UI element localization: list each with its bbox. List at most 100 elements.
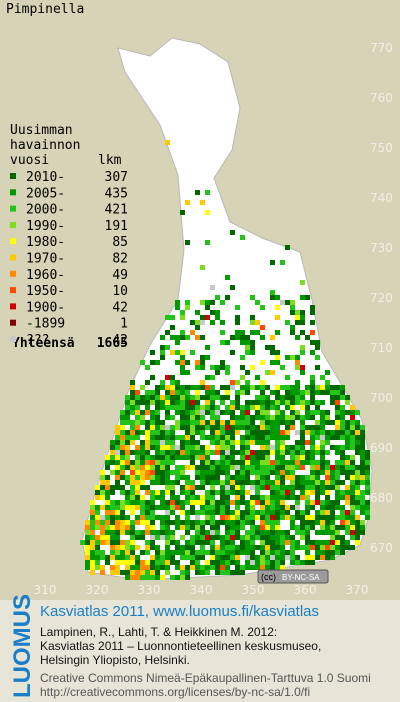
observation-square [265, 370, 270, 375]
legend-swatch [10, 336, 16, 342]
observation-square [170, 555, 175, 560]
observation-square [190, 485, 195, 490]
observation-square [280, 470, 285, 475]
observation-square [205, 470, 210, 475]
observation-square [185, 300, 190, 305]
observation-square [165, 405, 170, 410]
observation-square [325, 550, 330, 555]
observation-square [165, 415, 170, 420]
observation-square [150, 410, 155, 415]
observation-square [315, 465, 320, 470]
observation-square [120, 505, 125, 510]
observation-square [290, 425, 295, 430]
observation-square [300, 440, 305, 445]
observation-square [315, 480, 320, 485]
observation-square [160, 395, 165, 400]
observation-square [200, 405, 205, 410]
observation-square [80, 540, 85, 545]
observation-square [100, 535, 105, 540]
observation-square [310, 540, 315, 545]
observation-square [90, 500, 95, 505]
observation-square [280, 555, 285, 560]
footer-link[interactable]: Kasviatlas 2011, www.luomus.fi/kasviatla… [40, 603, 319, 620]
observation-square [215, 445, 220, 450]
observation-square [150, 495, 155, 500]
observation-square [230, 415, 235, 420]
observation-square [335, 535, 340, 540]
observation-square [255, 385, 260, 390]
observation-square [290, 355, 295, 360]
observation-square [280, 410, 285, 415]
observation-square [135, 495, 140, 500]
observation-square [260, 445, 265, 450]
observation-square [270, 390, 275, 395]
observation-square [345, 485, 350, 490]
observation-square [240, 385, 245, 390]
observation-square [360, 450, 365, 455]
observation-square [275, 530, 280, 535]
observation-square [235, 545, 240, 550]
observation-square [255, 400, 260, 405]
observation-square [195, 325, 200, 330]
observation-square [275, 385, 280, 390]
observation-square [355, 470, 360, 475]
observation-square [125, 530, 130, 535]
observation-square [170, 375, 175, 380]
observation-square [290, 495, 295, 500]
observation-square [275, 560, 280, 565]
observation-square [275, 565, 280, 570]
observation-square [170, 440, 175, 445]
observation-square [185, 485, 190, 490]
observation-square [360, 480, 365, 485]
observation-square [145, 410, 150, 415]
observation-square [350, 525, 355, 530]
observation-square [235, 490, 240, 495]
observation-square [330, 555, 335, 560]
observation-square [95, 505, 100, 510]
observation-square [315, 510, 320, 515]
observation-square [115, 465, 120, 470]
observation-square [205, 435, 210, 440]
observation-square [285, 415, 290, 420]
observation-square [145, 465, 150, 470]
observation-square [210, 550, 215, 555]
observation-square [240, 355, 245, 360]
observation-square [235, 515, 240, 520]
observation-square [265, 400, 270, 405]
observation-square [305, 490, 310, 495]
observation-square [280, 465, 285, 470]
observation-square [335, 405, 340, 410]
observation-square [155, 435, 160, 440]
observation-square [205, 240, 210, 245]
observation-square [115, 460, 120, 465]
observation-square [190, 550, 195, 555]
grid-y-label: 760 [370, 91, 393, 105]
observation-square [195, 445, 200, 450]
observation-square [125, 475, 130, 480]
observation-square [285, 300, 290, 305]
observation-square [355, 475, 360, 480]
observation-square [180, 500, 185, 505]
observation-square [240, 570, 245, 575]
observation-square [205, 345, 210, 350]
observation-square [120, 445, 125, 450]
observation-square [275, 315, 280, 320]
observation-square [260, 405, 265, 410]
observation-square [290, 470, 295, 475]
observation-square [270, 470, 275, 475]
observation-square [215, 435, 220, 440]
observation-square [130, 575, 135, 580]
observation-square [325, 420, 330, 425]
observation-square [300, 485, 305, 490]
license-url[interactable]: http://creativecommons.org/licenses/by-n… [40, 685, 310, 699]
observation-square [115, 550, 120, 555]
observation-square [150, 535, 155, 540]
observation-square [170, 540, 175, 545]
observation-square [225, 425, 230, 430]
observation-square [220, 480, 225, 485]
observation-square [165, 565, 170, 570]
observation-square [315, 445, 320, 450]
observation-square [150, 460, 155, 465]
observation-squares [80, 140, 370, 580]
grid-y-label: 680 [370, 491, 393, 505]
